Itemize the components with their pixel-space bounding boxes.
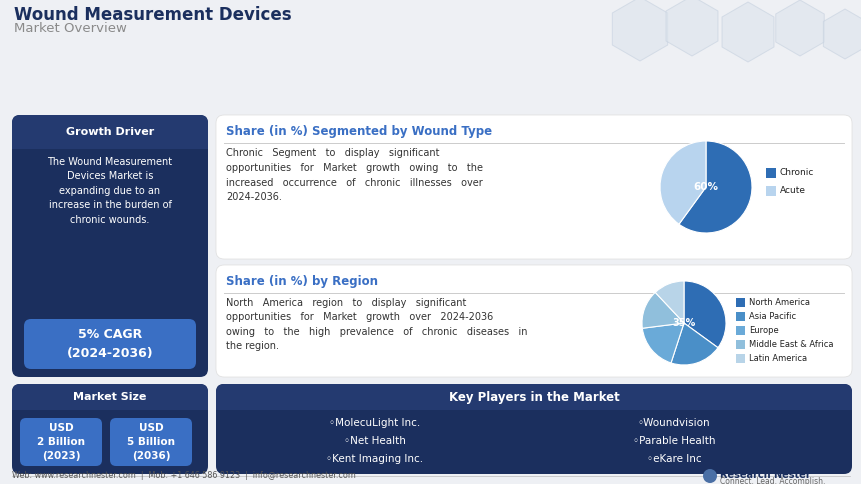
Bar	[735, 340, 744, 349]
Bar	[216, 397, 851, 410]
FancyBboxPatch shape	[216, 115, 851, 259]
Wedge shape	[670, 323, 717, 365]
Text: Chronic   Segment   to   display   significant
opportunities   for   Market   gr: Chronic Segment to display significant o…	[226, 148, 482, 202]
Text: Market Overview: Market Overview	[14, 22, 127, 35]
Bar	[765, 186, 775, 196]
FancyBboxPatch shape	[216, 384, 851, 410]
Text: The Wound Measurement
Devices Market is
expanding due to an
increase in the burd: The Wound Measurement Devices Market is …	[47, 157, 172, 225]
Wedge shape	[660, 141, 705, 224]
Text: ◦Woundvision: ◦Woundvision	[637, 418, 709, 428]
Text: ◦eKare Inc: ◦eKare Inc	[646, 454, 700, 464]
Text: Market Size: Market Size	[73, 392, 146, 402]
Text: Share (in %) Segmented by Wound Type: Share (in %) Segmented by Wound Type	[226, 125, 492, 138]
Text: 35%: 35%	[672, 318, 695, 328]
Text: North   America   region   to   display   significant
opportunities   for   Mark: North America region to display signific…	[226, 298, 527, 351]
Text: Middle East & Africa: Middle East & Africa	[748, 340, 833, 349]
Wedge shape	[641, 292, 684, 328]
Text: Web: www.researchnester.com  |  Mob: +1 646 586 9123  |  info@researchnester.com: Web: www.researchnester.com | Mob: +1 64…	[12, 471, 356, 480]
Wedge shape	[678, 141, 751, 233]
FancyBboxPatch shape	[110, 418, 192, 466]
Text: 60%: 60%	[693, 182, 718, 192]
Bar	[735, 326, 744, 335]
Text: Share (in %) by Region: Share (in %) by Region	[226, 275, 378, 288]
Text: North America: North America	[748, 298, 809, 307]
FancyBboxPatch shape	[12, 115, 208, 377]
FancyBboxPatch shape	[20, 418, 102, 466]
Bar	[735, 312, 744, 321]
Text: Acute: Acute	[779, 186, 805, 195]
Text: Asia Pacific: Asia Pacific	[748, 312, 796, 321]
Text: USD
5 Billion
(2036): USD 5 Billion (2036)	[127, 424, 175, 461]
Text: Connect. Lead. Accomplish.: Connect. Lead. Accomplish.	[719, 477, 825, 484]
Text: Chronic: Chronic	[779, 168, 814, 177]
Bar	[765, 168, 775, 178]
Text: Research Nester: Research Nester	[719, 470, 809, 480]
Text: Latin America: Latin America	[748, 354, 806, 363]
FancyBboxPatch shape	[216, 265, 851, 377]
Text: Europe: Europe	[748, 326, 777, 335]
Text: ◦Kent Imaging Inc.: ◦Kent Imaging Inc.	[326, 454, 423, 464]
Bar	[12, 397, 208, 410]
Text: ◦Parable Health: ◦Parable Health	[632, 436, 715, 446]
FancyBboxPatch shape	[12, 384, 208, 474]
Text: 5% CAGR
(2024-2036): 5% CAGR (2024-2036)	[66, 329, 153, 360]
FancyBboxPatch shape	[12, 384, 208, 410]
Wedge shape	[641, 323, 684, 363]
Text: Growth Driver: Growth Driver	[65, 127, 154, 137]
FancyBboxPatch shape	[12, 115, 208, 149]
Wedge shape	[654, 281, 684, 323]
Text: USD
2 Billion
(2023): USD 2 Billion (2023)	[37, 424, 85, 461]
Text: Key Players in the Market: Key Players in the Market	[448, 391, 619, 404]
Wedge shape	[684, 281, 725, 348]
Text: Wound Measurement Devices: Wound Measurement Devices	[14, 6, 291, 24]
FancyBboxPatch shape	[216, 384, 851, 474]
Bar	[735, 298, 744, 307]
Circle shape	[703, 469, 716, 483]
Text: ◦Net Health: ◦Net Health	[344, 436, 406, 446]
Bar	[12, 132, 208, 149]
Text: ◦MolecuLight Inc.: ◦MolecuLight Inc.	[329, 418, 420, 428]
Bar	[735, 354, 744, 363]
FancyBboxPatch shape	[24, 319, 195, 369]
